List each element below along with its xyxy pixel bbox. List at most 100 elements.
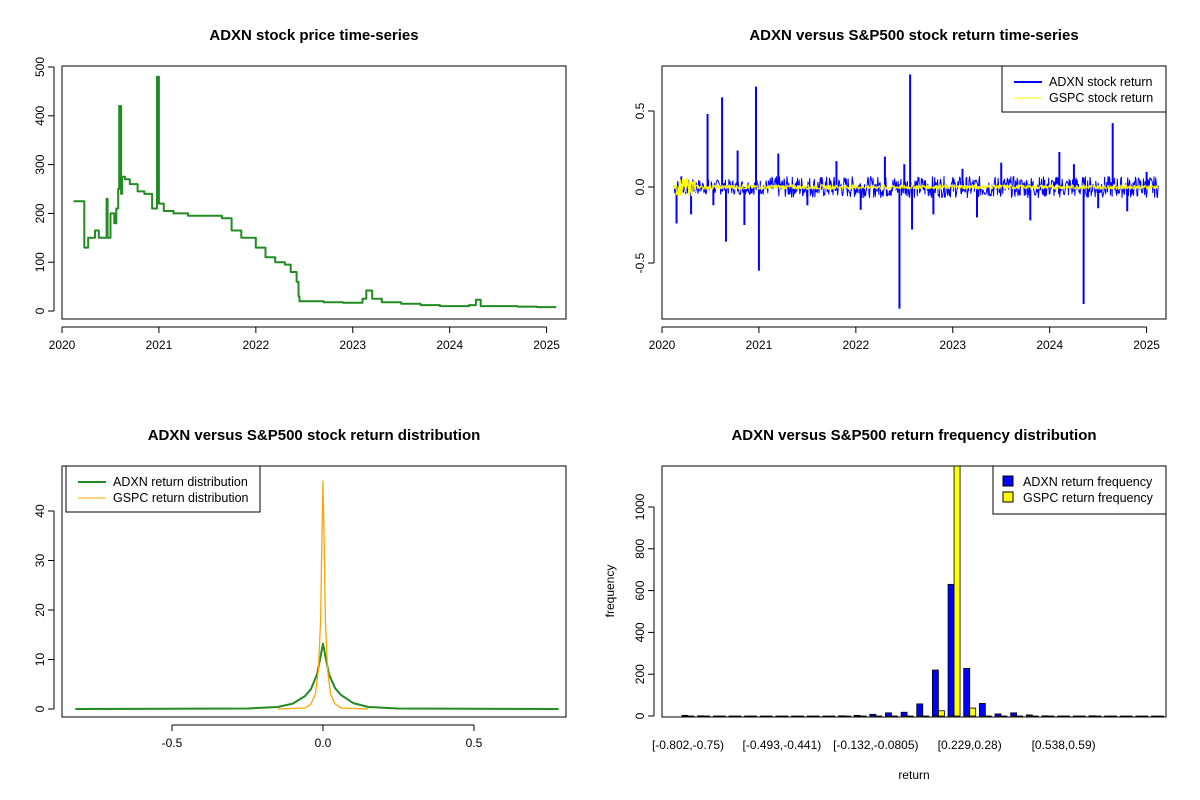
adxn-frequency-bar <box>900 711 908 717</box>
x-tick-label: [0.229,0.28) <box>938 738 1002 752</box>
adxn-frequency-bar <box>916 703 924 717</box>
y-tick-label: 0.0 <box>633 178 647 195</box>
adxn-frequency-bar <box>1010 712 1018 717</box>
x-tick-label: 2025 <box>1133 338 1160 352</box>
adxn-frequency-bar <box>681 714 689 717</box>
legend-label: GSPC return distribution <box>113 491 249 505</box>
adxn-frequency-bar <box>947 583 955 717</box>
legend-label: ADXN return distribution <box>113 475 248 489</box>
y-tick-label: 500 <box>33 57 47 77</box>
gspc-frequency-bar <box>906 715 914 718</box>
gspc-frequency-bar <box>984 715 992 718</box>
gspc-frequency-bar <box>734 715 742 718</box>
gspc-return-line <box>673 177 1159 197</box>
x-tick-label: 0.0 <box>315 736 332 750</box>
x-tick-label: 2022 <box>842 338 869 352</box>
y-tick-label: 30 <box>33 554 47 568</box>
x-tick-label: [0.538,0.59) <box>1032 738 1096 752</box>
y-tick-label: 20 <box>33 603 47 617</box>
x-tick-label: [-0.802,-0.75) <box>652 738 724 752</box>
gspc-frequency-bar <box>1094 715 1102 718</box>
adxn-frequency-bar <box>885 712 892 717</box>
y-tick-label: 400 <box>33 105 47 125</box>
adxn-frequency-bar <box>1041 715 1049 717</box>
gspc-frequency-bar <box>1016 715 1024 718</box>
gspc-frequency-bar <box>1078 715 1086 718</box>
chart-price-timeseries: ADXN stock price time-series 2020 2021 2022… <box>33 27 567 352</box>
gspc-frequency-bar <box>703 715 711 718</box>
chart-title: ADXN versus S&P500 stock return distribu… <box>148 427 481 444</box>
adxn-frequency-bar <box>1072 715 1080 718</box>
adxn-frequency-bar <box>853 714 861 717</box>
gspc-frequency-bar <box>859 715 867 718</box>
gspc-frequency-bar <box>875 715 883 718</box>
plot-frame <box>61 465 567 718</box>
legend-key <box>1002 475 1014 487</box>
adxn-frequency-bar <box>838 715 845 717</box>
gspc-frequency-bar <box>1047 715 1055 718</box>
y-tick-label: 400 <box>633 622 647 642</box>
adxn-frequency-bar <box>728 715 736 718</box>
adxn-frequency-bar <box>697 715 705 717</box>
gspc-frequency-bar <box>1063 715 1070 718</box>
gspc-frequency-bar <box>1110 715 1117 718</box>
adxn-frequency-bar <box>822 715 830 718</box>
adxn-frequency-bar <box>1151 715 1158 718</box>
legend-key <box>1002 491 1014 503</box>
x-tick-label: 2025 <box>533 338 560 352</box>
y-tick-label: 40 <box>33 504 47 518</box>
gspc-frequency-bar <box>953 465 961 717</box>
y-tick-label: 200 <box>633 664 647 684</box>
legend-label: GSPC stock return <box>1049 91 1153 105</box>
legend-label: GSPC return frequency <box>1023 491 1154 505</box>
x-tick-label: 2023 <box>939 338 966 352</box>
chart-return-frequency: ADXN versus S&P500 return frequency dist… <box>603 427 1167 782</box>
gspc-frequency-bar <box>765 715 773 718</box>
chart-return-timeseries: ADXN versus S&P500 stock return time-ser… <box>633 27 1167 352</box>
adxn-frequency-bar <box>806 715 814 718</box>
gspc-frequency-bar <box>750 715 757 718</box>
y-tick-label: 800 <box>633 538 647 558</box>
chart-title: ADXN versus S&P500 stock return time-ser… <box>749 27 1078 44</box>
legend-label: ADXN return frequency <box>1023 475 1153 489</box>
x-tick-label: [-0.493,-0.441) <box>743 738 822 752</box>
gspc-frequency-bar <box>922 715 930 718</box>
gspc-frequency-bar <box>969 707 977 717</box>
x-tick-label: 2024 <box>436 338 463 352</box>
y-tick-label: 600 <box>633 580 647 600</box>
x-tick-label: -0.5 <box>162 736 183 750</box>
y-tick-label: 0.5 <box>633 102 647 119</box>
adxn-frequency-bar <box>978 703 986 717</box>
y-tick-label: 0 <box>33 705 47 712</box>
legend-box <box>1001 65 1167 113</box>
adxn-frequency-bar <box>712 715 720 718</box>
gspc-frequency-bar <box>812 715 820 718</box>
gspc-frequency-bar <box>828 715 836 718</box>
x-tick-label: 2021 <box>746 338 773 352</box>
gspc-frequency-bar <box>781 715 789 718</box>
adxn-frequency-bar <box>775 715 783 718</box>
chart-title: ADXN versus S&P500 return frequency dist… <box>731 427 1096 444</box>
adxn-frequency-bar <box>1104 715 1111 718</box>
x-tick-label: 2024 <box>1036 338 1063 352</box>
adxn-frequency-bar <box>791 715 798 718</box>
y-tick-label: 200 <box>33 203 47 223</box>
adxn-frequency-bar <box>1135 715 1143 718</box>
plot-frame <box>661 465 1167 718</box>
gspc-density-line <box>277 480 369 710</box>
chart-return-distribution: ADXN versus S&P500 stock return distribu… <box>33 427 567 750</box>
gspc-frequency-bar <box>687 715 695 718</box>
gspc-frequency-bar <box>718 715 726 718</box>
adxn-frequency-bar <box>759 715 767 718</box>
adxn-frequency-bar <box>963 667 971 717</box>
y-tick-label: -0.5 <box>633 252 647 273</box>
adxn-frequency-bar <box>869 713 877 717</box>
adxn-frequency-bar <box>994 713 1002 717</box>
price-series-line <box>73 75 557 309</box>
x-tick-label: 2023 <box>339 338 366 352</box>
x-tick-label: 0.5 <box>466 736 483 750</box>
y-tick-label: 100 <box>33 252 47 272</box>
gspc-frequency-bar <box>1000 715 1008 718</box>
y-tick-label: 0 <box>33 307 47 314</box>
